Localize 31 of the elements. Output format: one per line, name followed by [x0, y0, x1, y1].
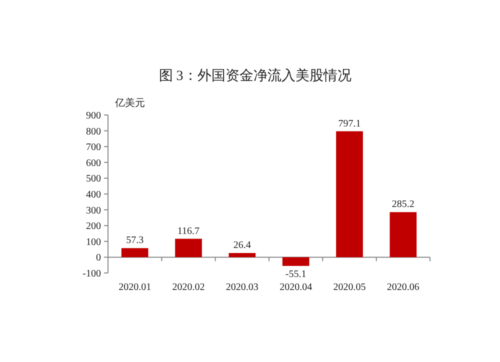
data-label: 26.4: [233, 240, 251, 252]
data-label: 116.7: [177, 226, 200, 237]
y-axis-title: 亿美元: [114, 97, 145, 109]
bar: [228, 253, 256, 258]
data-label: -55.1: [285, 268, 306, 280]
bar: [282, 257, 310, 266]
y-tick-label: 500: [86, 174, 101, 185]
x-tick-label: 2020.05: [333, 282, 366, 293]
y-tick-label: 600: [86, 158, 101, 169]
bar: [390, 212, 417, 258]
y-tick-label: 700: [86, 142, 101, 154]
y-tick-label: 900: [86, 110, 101, 122]
y-tick-label: 0: [96, 252, 101, 264]
data-label: 57.3: [126, 235, 144, 246]
chart-title: 图 3：外国资金净流入美股情况: [158, 68, 352, 84]
data-label: 797.1: [338, 118, 361, 130]
data-label: 285.2: [392, 199, 414, 210]
x-tick-label: 2020.01: [118, 282, 152, 293]
y-tick-label: 100: [86, 236, 101, 248]
bar: [175, 238, 202, 258]
bar: [121, 248, 148, 258]
x-tick-label: 2020.04: [280, 282, 312, 293]
x-tick-label: 2020.03: [226, 282, 258, 293]
x-tick-label: 2020.06: [386, 282, 420, 293]
y-tick-label: 400: [86, 190, 101, 200]
y-tick-label: 300: [86, 205, 101, 216]
y-tick-label: 800: [86, 126, 101, 138]
y-tick-label: -100: [82, 268, 101, 280]
y-tick-label: 200: [86, 221, 101, 232]
x-tick-label: 2020.02: [172, 282, 205, 293]
bar: [336, 131, 363, 258]
